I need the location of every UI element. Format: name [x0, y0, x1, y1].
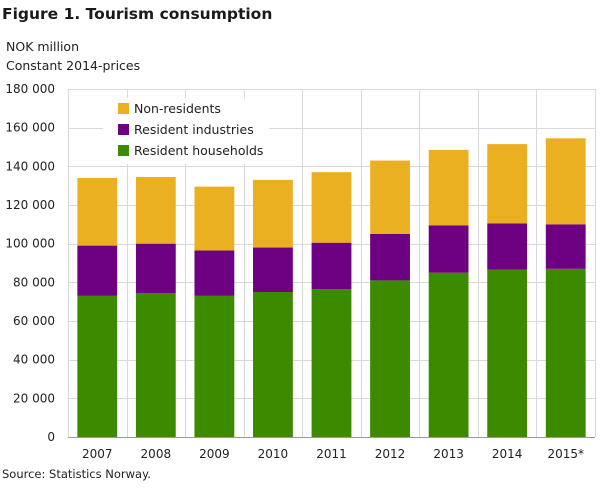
x-tick-label: 2011: [316, 447, 347, 461]
bar-resident-industries: [370, 234, 410, 281]
legend-label: Resident households: [134, 143, 263, 158]
bar-resident-households: [370, 280, 410, 437]
chart-title: Figure 1. Tourism consumption: [2, 5, 273, 23]
legend-swatch: [118, 103, 129, 114]
x-tick-label: 2014: [492, 447, 523, 461]
x-tick-label: 2013: [433, 447, 464, 461]
x-tick-label: 2008: [141, 447, 172, 461]
bar-non-residents: [77, 177, 118, 246]
bar-resident-households: [77, 295, 118, 437]
bar-resident-households: [487, 269, 528, 437]
bar-resident-households: [253, 292, 293, 437]
legend-swatch: [118, 124, 129, 135]
bar-non-residents: [487, 144, 528, 224]
bar-resident-households: [428, 272, 469, 437]
bar-non-residents: [545, 138, 586, 225]
bar-resident-industries: [135, 243, 176, 293]
x-tick-label: 2012: [375, 447, 406, 461]
y-tick-label: 80 000: [13, 275, 55, 289]
bar-resident-industries: [428, 225, 469, 273]
y-tick-label: 0: [47, 430, 55, 444]
bar-non-residents: [311, 172, 352, 243]
legend-box: [103, 98, 269, 164]
bar-non-residents: [370, 160, 410, 234]
bar-resident-industries: [545, 224, 586, 269]
bar-resident-households: [545, 268, 586, 437]
bar-resident-households: [135, 292, 176, 437]
bar-resident-industries: [194, 250, 235, 296]
bar-resident-households: [194, 295, 235, 437]
bar-resident-industries: [487, 223, 528, 270]
y-tick-label: 120 000: [5, 198, 55, 212]
unit-label: NOK million: [6, 39, 79, 54]
x-tick-label: 2015*: [547, 447, 584, 461]
bar-non-residents: [135, 176, 176, 244]
bar-resident-industries: [77, 245, 118, 296]
legend-label: Resident industries: [134, 122, 254, 137]
bar-resident-households: [311, 289, 352, 437]
bar-resident-industries: [253, 247, 293, 292]
x-tick-label: 2007: [82, 447, 113, 461]
source-note: Source: Statistics Norway.: [2, 467, 151, 481]
x-tick-label: 2010: [258, 447, 289, 461]
price-basis-label: Constant 2014-prices: [6, 58, 141, 73]
legend-swatch: [118, 145, 129, 156]
y-tick-label: 60 000: [13, 314, 55, 328]
legend: Non-residents Resident industries Resident…: [103, 98, 269, 164]
bar-resident-industries: [311, 242, 352, 290]
bar-non-residents: [253, 179, 293, 248]
axes: 0 20 000 40 000 60 000 80 000 100 000 120 000 1…: [5, 82, 595, 461]
bar-non-residents: [428, 149, 469, 226]
bar-non-residents: [194, 186, 235, 251]
y-tick-label: 20 000: [13, 391, 55, 405]
y-tick-label: 100 000: [5, 237, 55, 251]
y-tick-label: 40 000: [13, 353, 55, 367]
bars: [77, 138, 586, 437]
x-tick-label: 2009: [199, 447, 230, 461]
y-tick-label: 180 000: [5, 82, 55, 96]
y-tick-label: 160 000: [5, 121, 55, 135]
legend-label: Non-residents: [134, 101, 221, 116]
y-tick-label: 140 000: [5, 159, 55, 173]
